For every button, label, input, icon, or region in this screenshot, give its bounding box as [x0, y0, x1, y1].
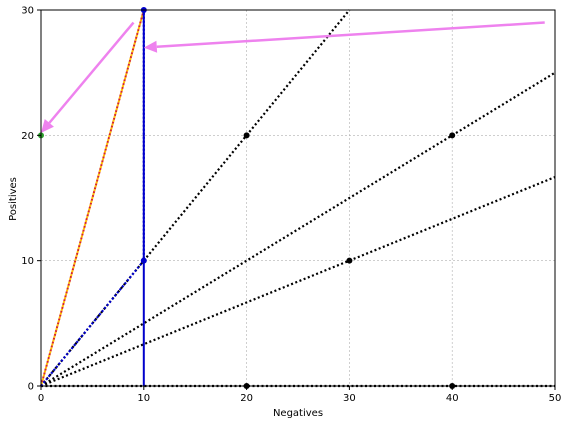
arrow-head-1: [143, 40, 158, 53]
arrow-head-0: [41, 119, 54, 133]
tick-labels: 0 10 20 30 40 50 0 10 20 30: [21, 6, 561, 405]
arrow-shaft-1: [156, 21, 545, 49]
y-axis-label: Positives: [8, 177, 19, 221]
x-tick-label-1: 10: [137, 393, 150, 404]
series-line-5: [40, 9, 145, 387]
y-tick-label-1: 10: [21, 256, 34, 267]
x-axis-label: Negatives: [273, 408, 323, 419]
x-tick-label-4: 40: [446, 393, 459, 404]
series-line-4: [40, 9, 145, 387]
x-tick-label-3: 30: [343, 393, 356, 404]
marker-group: [38, 7, 456, 389]
series-1-marker-0: [449, 132, 456, 139]
series-line-1: [40, 71, 556, 387]
series-6-marker-0: [140, 257, 147, 264]
arrow-shaft-0: [48, 21, 135, 124]
arrow-group: [41, 21, 545, 133]
axes: [37, 9, 556, 390]
y-tick-label-3: 30: [21, 6, 34, 17]
plot-frame: [40, 9, 556, 387]
series-0-marker-0: [243, 132, 250, 139]
x-tick-label-5: 50: [549, 393, 562, 404]
grid: [40, 9, 556, 387]
series-group: [40, 9, 556, 388]
x-tick-label-2: 20: [240, 393, 253, 404]
y-tick-label-2: 20: [21, 131, 34, 142]
x-tick-label-0: 0: [38, 393, 44, 404]
series-line-2: [40, 176, 556, 388]
y-tick-label-0: 0: [28, 382, 34, 393]
series-2-marker-0: [346, 257, 353, 264]
